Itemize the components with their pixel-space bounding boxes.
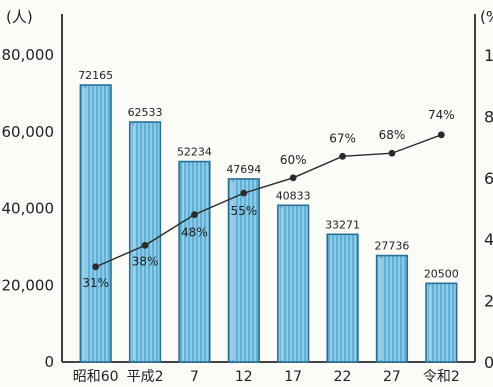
labels: (人) (% 0 20,000 40,000 60,000 80,000 0 2 4 6 8 1 7216… [2,8,493,385]
y-tick-right-label: 4 [484,230,493,249]
y-tick-right-label: 6 [484,169,493,188]
point-value-label: 31% [82,276,109,290]
x-tick-label: 7 [190,369,199,385]
line-point [339,152,346,160]
series-line [95,134,442,268]
bars [79,84,458,363]
bar [277,204,310,363]
y-tick-left-label: 20,000 [2,276,55,294]
y-axis-right-label: (% [480,8,493,26]
x-tick-label: 12 [235,369,253,385]
bar [227,178,260,363]
y-tick-right-label: 8 [484,107,493,126]
line-point [240,189,248,197]
y-tick-left-label: 80,000 [2,46,55,64]
line-point [388,149,396,157]
bar [425,282,458,363]
point-value-label: 55% [230,204,257,218]
point-value-label: 60% [280,153,307,167]
x-tick-label: 平成2 [127,369,164,385]
bar [375,254,409,363]
y-tick-right-label: 2 [484,292,493,311]
line-point [437,131,445,139]
point-value-label: 74% [428,108,455,122]
x-tick-label: 令和2 [423,369,460,385]
y-tick-right-label: 1 [484,46,493,65]
x-tick-label: 27 [383,369,401,385]
point-value-label: 68% [379,128,406,142]
line-point [92,263,100,271]
bar-value-label: 62533 [128,106,163,119]
x-tick-label: 22 [334,369,352,385]
bar-value-label: 52234 [177,146,212,159]
bar [178,160,211,363]
point-value-label: 48% [181,226,208,240]
point-value-label: 67% [329,131,356,145]
bar-value-label: 27736 [374,240,409,253]
axes [61,14,476,363]
line-point [289,174,297,182]
y-tick-left-label: 40,000 [2,200,55,218]
line-point [191,211,198,219]
bar-value-label: 40833 [276,189,311,202]
bar-value-label: 47694 [226,163,261,176]
y-axis-left-label: (人) [6,8,33,26]
bar [79,84,112,363]
line-point [141,241,149,249]
y-tick-right-label: 0 [484,353,493,372]
bar-value-label: 33271 [325,218,360,231]
y-tick-left-label: 0 [44,353,54,371]
y-tick-left-label: 60,000 [2,123,55,141]
x-tick-label: 17 [284,369,302,385]
point-value-label: 38% [132,254,159,268]
bar-value-label: 72165 [78,69,113,82]
percentage-line [92,131,445,271]
x-tick-label: 昭和60 [73,369,119,385]
bar-value-label: 20500 [424,267,459,280]
bar [326,233,359,363]
